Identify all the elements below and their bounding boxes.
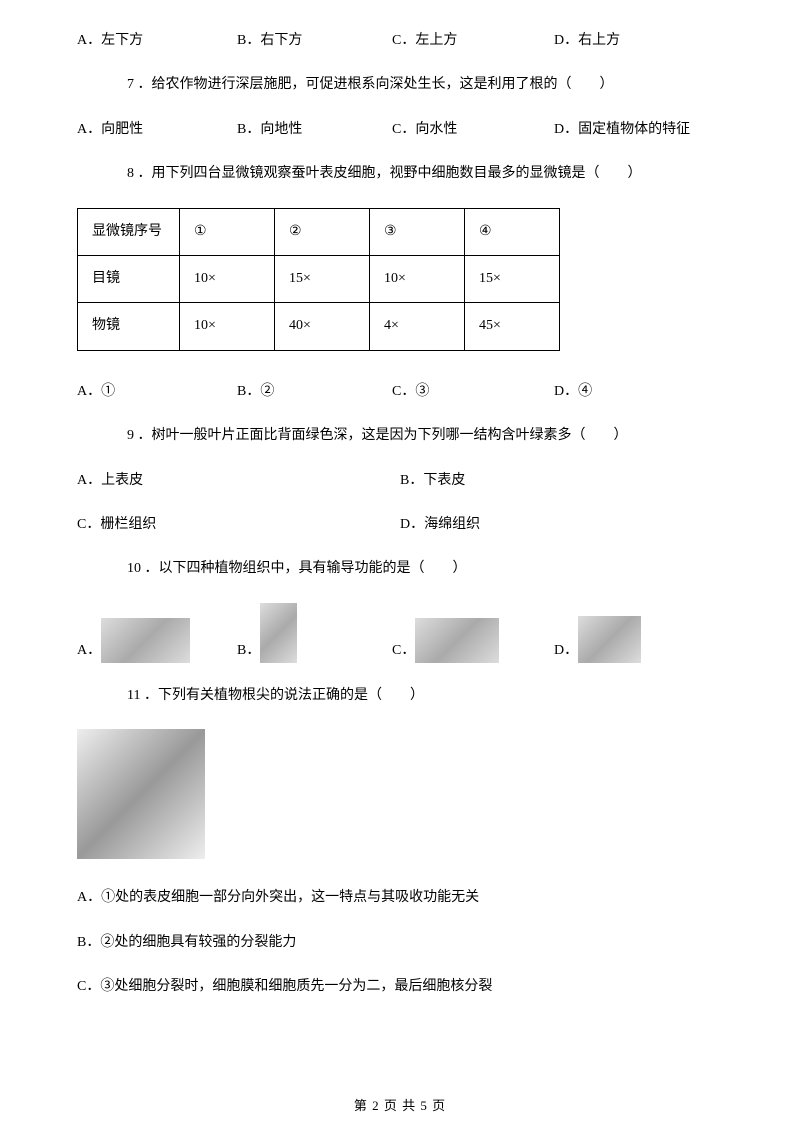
q10-option-a-label: A．	[77, 640, 101, 662]
tissue-image-c	[415, 618, 499, 663]
q7-options: A．向肥性 B．向地性 C．向水性 D．固定植物体的特征	[77, 119, 723, 141]
q9-option-a: A．上表皮	[77, 470, 400, 492]
q10-text: 10 ．以下四种植物组织中，具有输导功能的是（ ）	[77, 558, 723, 580]
q8-options: A．① B．② C．③ D．④	[77, 381, 723, 403]
page-footer: 第 2 页 共 5 页	[0, 1096, 800, 1117]
q11-option-b: B．②处的细胞具有较强的分裂能力	[77, 932, 723, 954]
q10-option-b-label: B．	[237, 640, 260, 662]
table-cell: 目镜	[78, 255, 180, 302]
table-cell: 40×	[275, 303, 370, 350]
table-cell: ②	[275, 208, 370, 255]
table-cell: 10×	[180, 255, 275, 302]
q7-option-a: A．向肥性	[77, 119, 237, 141]
q6-option-c: C．左上方	[392, 30, 554, 52]
q8-table: 显微镜序号 ① ② ③ ④ 目镜 10× 15× 10× 15× 物镜 10× …	[77, 208, 560, 351]
q6-option-b: B．右下方	[237, 30, 392, 52]
tissue-image-d	[578, 616, 641, 663]
q8-option-c: C．③	[392, 381, 554, 403]
q9-option-c: C．栅栏组织	[77, 514, 400, 536]
table-cell: ③	[370, 208, 465, 255]
q9-options-row2: C．栅栏组织 D．海绵组织	[77, 514, 723, 536]
q6-options: A．左下方 B．右下方 C．左上方 D．右上方	[77, 30, 723, 52]
q10-option-c-label: C．	[392, 640, 415, 662]
q6-option-d: D．右上方	[554, 30, 620, 52]
table-cell: ①	[180, 208, 275, 255]
q6-option-a: A．左下方	[77, 30, 237, 52]
q8-option-a: A．①	[77, 381, 237, 403]
q11-option-c: C．③处细胞分裂时，细胞膜和细胞质先一分为二，最后细胞核分裂	[77, 976, 723, 998]
q9-options-row1: A．上表皮 B．下表皮	[77, 470, 723, 492]
table-cell: 15×	[275, 255, 370, 302]
q8-option-b: B．②	[237, 381, 392, 403]
q7-option-d: D．固定植物体的特征	[554, 119, 690, 141]
q8-option-d: D．④	[554, 381, 592, 403]
q10-options: A． B． C． D．	[77, 603, 723, 663]
tissue-image-b	[260, 603, 297, 663]
table-cell: 10×	[370, 255, 465, 302]
table-cell: 45×	[465, 303, 560, 350]
table-cell: ④	[465, 208, 560, 255]
q11-option-a: A．①处的表皮细胞一部分向外突出，这一特点与其吸收功能无关	[77, 887, 723, 909]
q8-text: 8 ．用下列四台显微镜观察蚕叶表皮细胞，视野中细胞数目最多的显微镜是（ ）	[77, 163, 723, 185]
q11-text: 11 ．下列有关植物根尖的说法正确的是（ ）	[77, 685, 723, 707]
q9-text: 9 ．树叶一般叶片正面比背面绿色深，这是因为下列哪一结构含叶绿素多（ ）	[77, 425, 723, 447]
table-cell: 10×	[180, 303, 275, 350]
table-cell: 4×	[370, 303, 465, 350]
q7-option-b: B．向地性	[237, 119, 392, 141]
q7-text: 7 ．给农作物进行深层施肥，可促进根系向深处生长，这是利用了根的（ ）	[77, 74, 723, 96]
q7-option-c: C．向水性	[392, 119, 554, 141]
table-cell: 15×	[465, 255, 560, 302]
q9-option-b: B．下表皮	[400, 470, 723, 492]
q9-option-d: D．海绵组织	[400, 514, 723, 536]
q10-option-d-label: D．	[554, 640, 578, 662]
table-cell: 物镜	[78, 303, 180, 350]
table-cell: 显微镜序号	[78, 208, 180, 255]
root-tip-image	[77, 729, 205, 859]
tissue-image-a	[101, 618, 190, 663]
